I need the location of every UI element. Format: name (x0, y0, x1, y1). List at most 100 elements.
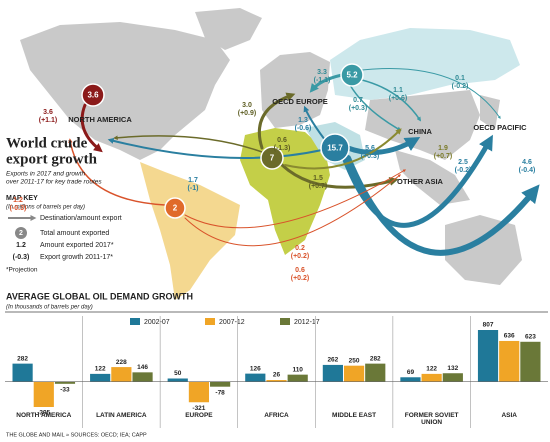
flow-growth: (-1.1) (314, 77, 331, 84)
bar (33, 381, 54, 407)
flow-amount: 1.2 (13, 197, 23, 204)
flow-growth: (-0.2) (455, 167, 472, 174)
category-label: AFRICA (264, 412, 289, 419)
bar (343, 365, 365, 382)
bar (210, 381, 231, 387)
flow-growth: (-0.6) (295, 125, 312, 132)
flow-amount: 2.5 (458, 159, 468, 166)
flow-growth: (+0.2) (291, 253, 309, 260)
flow-amount: 3.6 (43, 109, 53, 116)
bar (132, 372, 153, 382)
key-sample: 2 (19, 230, 23, 237)
region-label: OECD EUROPE (272, 97, 327, 106)
footer: THE GLOBE AND MAIL » SOURCES: OECD; IEA;… (6, 432, 147, 438)
flow-growth: (-1.3) (274, 145, 291, 152)
flow-growth: (+0.7) (434, 153, 452, 160)
value-label: 69 (407, 369, 415, 376)
category-label: ASIA (501, 412, 517, 419)
origin-amount: 3.6 (87, 91, 99, 100)
bar (365, 363, 386, 382)
category-label-text: ASIA (501, 412, 517, 419)
key-sample: (-0.3) (13, 254, 30, 261)
category-label-text: NORTH AMERICA (16, 412, 72, 419)
map-key: MAP KEY (In millions of barrels per day)… (6, 195, 122, 274)
land (20, 8, 522, 300)
flow-amount: 1.1 (393, 87, 403, 94)
value-label: 110 (292, 366, 303, 373)
flow-growth: (-0.2) (452, 83, 469, 90)
value-label: -33 (60, 387, 70, 394)
flow-growth: (+0.7) (309, 183, 327, 190)
value-label: 636 (504, 333, 515, 340)
bar (499, 340, 520, 382)
value-label: 228 (116, 359, 127, 366)
value-label: 50 (174, 370, 182, 377)
flow-amount: 3.0 (242, 102, 252, 109)
value-label: -78 (215, 389, 225, 396)
value-label: 282 (370, 355, 381, 362)
flow-growth: (+0.3) (349, 105, 367, 112)
origin-circle (164, 197, 186, 219)
region-label: NORTH AMERICA (68, 115, 132, 124)
flow-amount: 0.6 (277, 137, 287, 144)
value-label: 122 (426, 366, 437, 373)
flow-growth: (-0.4) (519, 167, 536, 174)
region-label: CHINA (408, 127, 432, 136)
category-label-text: FORMER SOVIET UNION (404, 412, 459, 426)
bar (245, 373, 266, 382)
category-label: EUROPE (185, 412, 213, 419)
category-label: NORTH AMERICA (16, 412, 72, 419)
flow-growth: (-0.3) (10, 205, 27, 212)
legend-label: 2002-07 (144, 319, 170, 326)
bar (111, 367, 132, 382)
key-sample: 1.2 (16, 242, 26, 249)
value-label: 807 (483, 322, 494, 329)
origin-amount: 15.7 (327, 144, 343, 153)
origin-amount: 7 (270, 154, 275, 163)
category-label: LATIN AMERICA (96, 412, 147, 419)
category-label: MIDDLE EAST (332, 412, 377, 419)
value-label: 282 (17, 355, 28, 362)
legend-label: 2012-17 (294, 319, 320, 326)
flow-growth: (-1) (188, 185, 199, 192)
flow-amount: 1.9 (438, 145, 448, 152)
legend-swatch (130, 318, 140, 325)
legend-swatch (205, 318, 215, 325)
bar (421, 373, 442, 382)
key-text: Export growth 2011-17* (40, 254, 113, 261)
origin-circle (320, 133, 350, 163)
category-label: FORMER SOVIET UNION (404, 412, 459, 426)
subtitle: Exports in 2017 and growth (6, 171, 86, 178)
flow-growth: (+0.9) (238, 110, 256, 117)
category-label-text: LATIN AMERICA (96, 412, 147, 419)
category-label-text: MIDDLE EAST (332, 412, 377, 419)
legend-swatch (280, 318, 290, 325)
value-label: 262 (327, 357, 338, 364)
region-label: OECD PACIFIC (473, 123, 527, 132)
key-units: (In millions of barrels per day) (6, 205, 85, 211)
flow-growth: (+0.6) (389, 95, 407, 102)
flow-amount: 3.3 (317, 69, 327, 76)
key-note: *Projection (6, 267, 38, 274)
key-title: MAP KEY (6, 195, 38, 202)
bar (287, 374, 308, 382)
bar (322, 364, 343, 382)
bar (400, 377, 421, 382)
flow-amount: 1.5 (313, 175, 323, 182)
flow-growth: (+0.3) (361, 153, 379, 160)
flow-amount: 4.6 (522, 159, 532, 166)
value-label: 132 (447, 365, 458, 372)
region-label: OTHER ASIA (397, 177, 444, 186)
origin-circle (260, 146, 284, 170)
origin-circle (340, 63, 364, 87)
value-label: 122 (95, 366, 106, 373)
flow-amount: 0.7 (353, 97, 363, 104)
chart-subtitle: (In thousands of barrels per day) (6, 305, 93, 311)
category-label-text: EUROPE (185, 412, 213, 419)
value-label: 126 (250, 365, 261, 372)
key-text: Destination/amount export (40, 215, 122, 222)
bar (90, 373, 111, 382)
key-text: Amount exported 2017* (40, 242, 114, 249)
bar (188, 381, 210, 403)
value-label: 146 (137, 364, 148, 371)
